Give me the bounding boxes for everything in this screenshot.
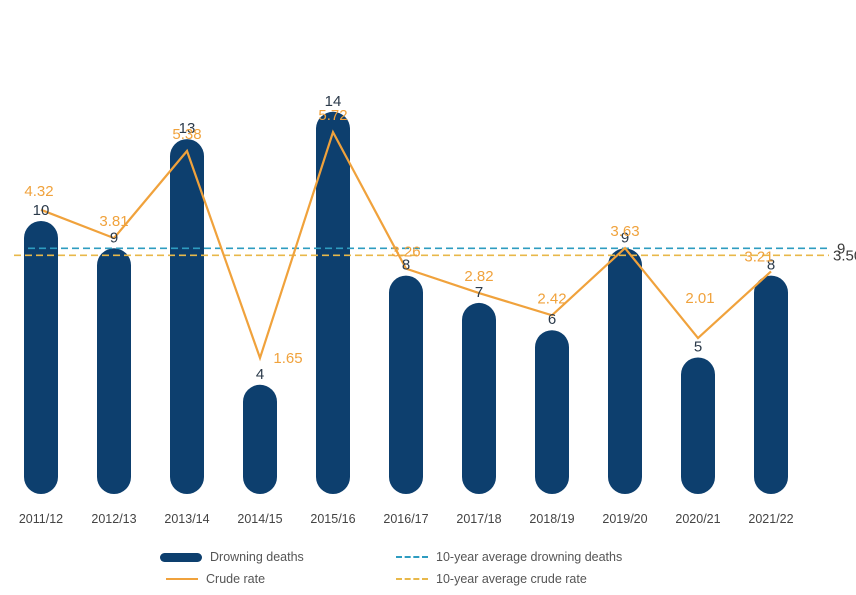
crude-rate-label-2014/15: 1.65 [273, 350, 302, 367]
crude-rate-layer [40, 129, 772, 362]
bar-2014/15 [243, 384, 277, 494]
crude-rate-label-2012/13: 3.81 [99, 213, 128, 230]
bar-2016/17 [389, 275, 423, 494]
crude-rate-line [40, 129, 772, 362]
bar-2017/18 [462, 302, 496, 494]
bars-layer [24, 111, 788, 495]
reference-lines-layer [14, 247, 829, 257]
bar-2020/21 [681, 357, 715, 494]
bar-value-label-2011/12: 10 [33, 202, 50, 219]
bar-2019/20 [608, 248, 642, 494]
x-tick-label-2015/16: 2015/16 [310, 512, 355, 526]
x-tick-label-2020/21: 2020/21 [675, 512, 720, 526]
bar-value-label-2012/13: 9 [110, 229, 118, 246]
bar-value-label-2018/19: 6 [548, 311, 556, 328]
x-tick-label-2013/14: 2013/14 [164, 512, 209, 526]
bar-2012/13 [97, 248, 131, 494]
bar-2018/19 [535, 330, 569, 494]
bar-value-label-2020/21: 5 [694, 339, 702, 356]
crude-rate-label-2015/16: 5.72 [318, 107, 347, 124]
bar-value-label-2013/14: 13 [179, 120, 196, 137]
x-tick-label-2012/13: 2012/13 [91, 512, 136, 526]
bar-2015/16 [316, 111, 350, 495]
x-tick-label-2021/22: 2021/22 [748, 512, 793, 526]
bar-2021/22 [754, 275, 788, 494]
bar-value-label-2021/22: 8 [767, 257, 775, 274]
crude-rate-label-2016/17: 3.26 [391, 244, 420, 261]
bar-2013/14 [170, 139, 204, 494]
x-tick-label-2018/19: 2018/19 [529, 512, 574, 526]
crude-rate-label-2020/21: 2.01 [685, 290, 714, 307]
bar-value-label-2015/16: 14 [325, 93, 342, 110]
bar-value-label-2016/17: 8 [402, 257, 410, 274]
x-tick-label-2016/17: 2016/17 [383, 512, 428, 526]
x-tick-label-2017/18: 2017/18 [456, 512, 501, 526]
crude-rate-label-2013/14: 5.38 [172, 126, 201, 143]
bar-2011/12 [24, 221, 58, 494]
avg-crude-label: 3.50 [833, 247, 856, 264]
crude-rate-label-2011/12: 4.32 [24, 183, 53, 200]
crude-rate-label-2021/22: 3.21 [744, 248, 773, 265]
avg-deaths-label: 9 [837, 240, 845, 257]
x-tick-label-2019/20: 2019/20 [602, 512, 647, 526]
crude-rate-label-2018/19: 2.42 [537, 290, 566, 307]
bar-value-label-2017/18: 7 [475, 284, 483, 301]
crude-rate-label-2017/18: 2.82 [464, 268, 493, 285]
bar-value-label-2019/20: 9 [621, 229, 629, 246]
x-tick-label-2014/15: 2014/15 [237, 512, 282, 526]
x-tick-label-2011/12: 2011/12 [19, 512, 63, 526]
labels-layer: 10 9 13 4 14 8 7 6 9 5 8 4.32 3.81 5.38 1.65 5.72 3.26 2.… [19, 93, 856, 526]
bar-value-label-2014/15: 4 [256, 366, 264, 383]
crude-rate-label-2019/20: 3.63 [610, 223, 639, 240]
